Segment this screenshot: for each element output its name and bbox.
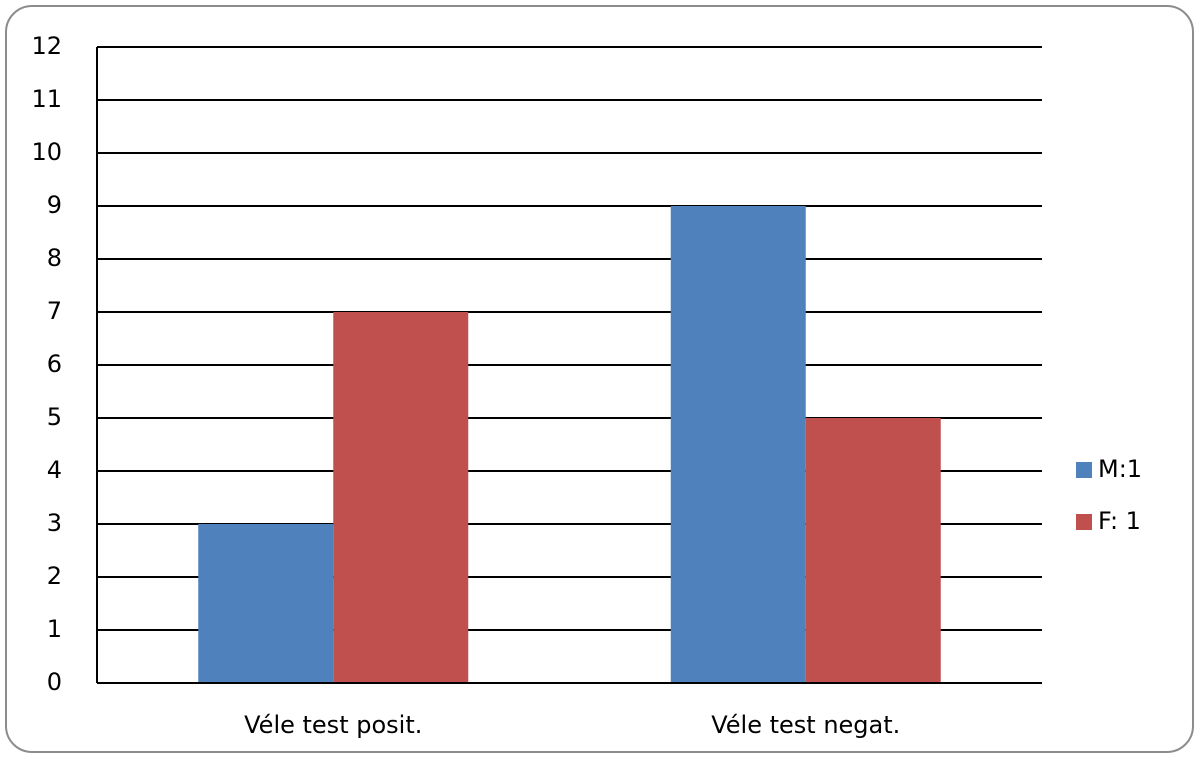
- bar: [805, 418, 941, 683]
- y-tick-label: 3: [47, 509, 62, 537]
- x-tick-label: Véle test posit.: [244, 711, 422, 739]
- bar: [198, 524, 334, 683]
- y-tick-label: 9: [47, 191, 62, 219]
- bar: [333, 312, 469, 683]
- y-tick-label: 10: [31, 138, 62, 166]
- x-tick-label: Véle test negat.: [711, 711, 900, 739]
- y-tick-label: 1: [47, 615, 62, 643]
- y-tick-label: 2: [47, 562, 62, 590]
- legend-swatch: [1076, 514, 1092, 530]
- y-tick-label: 0: [47, 668, 62, 696]
- legend-label: F: 1: [1098, 507, 1141, 535]
- y-tick-label: 12: [31, 32, 62, 60]
- y-tick-label: 4: [47, 456, 62, 484]
- legend-swatch: [1076, 462, 1092, 478]
- y-tick-label: 5: [47, 403, 62, 431]
- y-tick-label: 6: [47, 350, 62, 378]
- y-tick-label: 8: [47, 244, 62, 272]
- legend-label: M:1: [1098, 455, 1142, 483]
- y-tick-label: 11: [31, 85, 62, 113]
- y-tick-label: 7: [47, 297, 62, 325]
- chart-frame: [5, 5, 1194, 753]
- bar: [670, 206, 806, 683]
